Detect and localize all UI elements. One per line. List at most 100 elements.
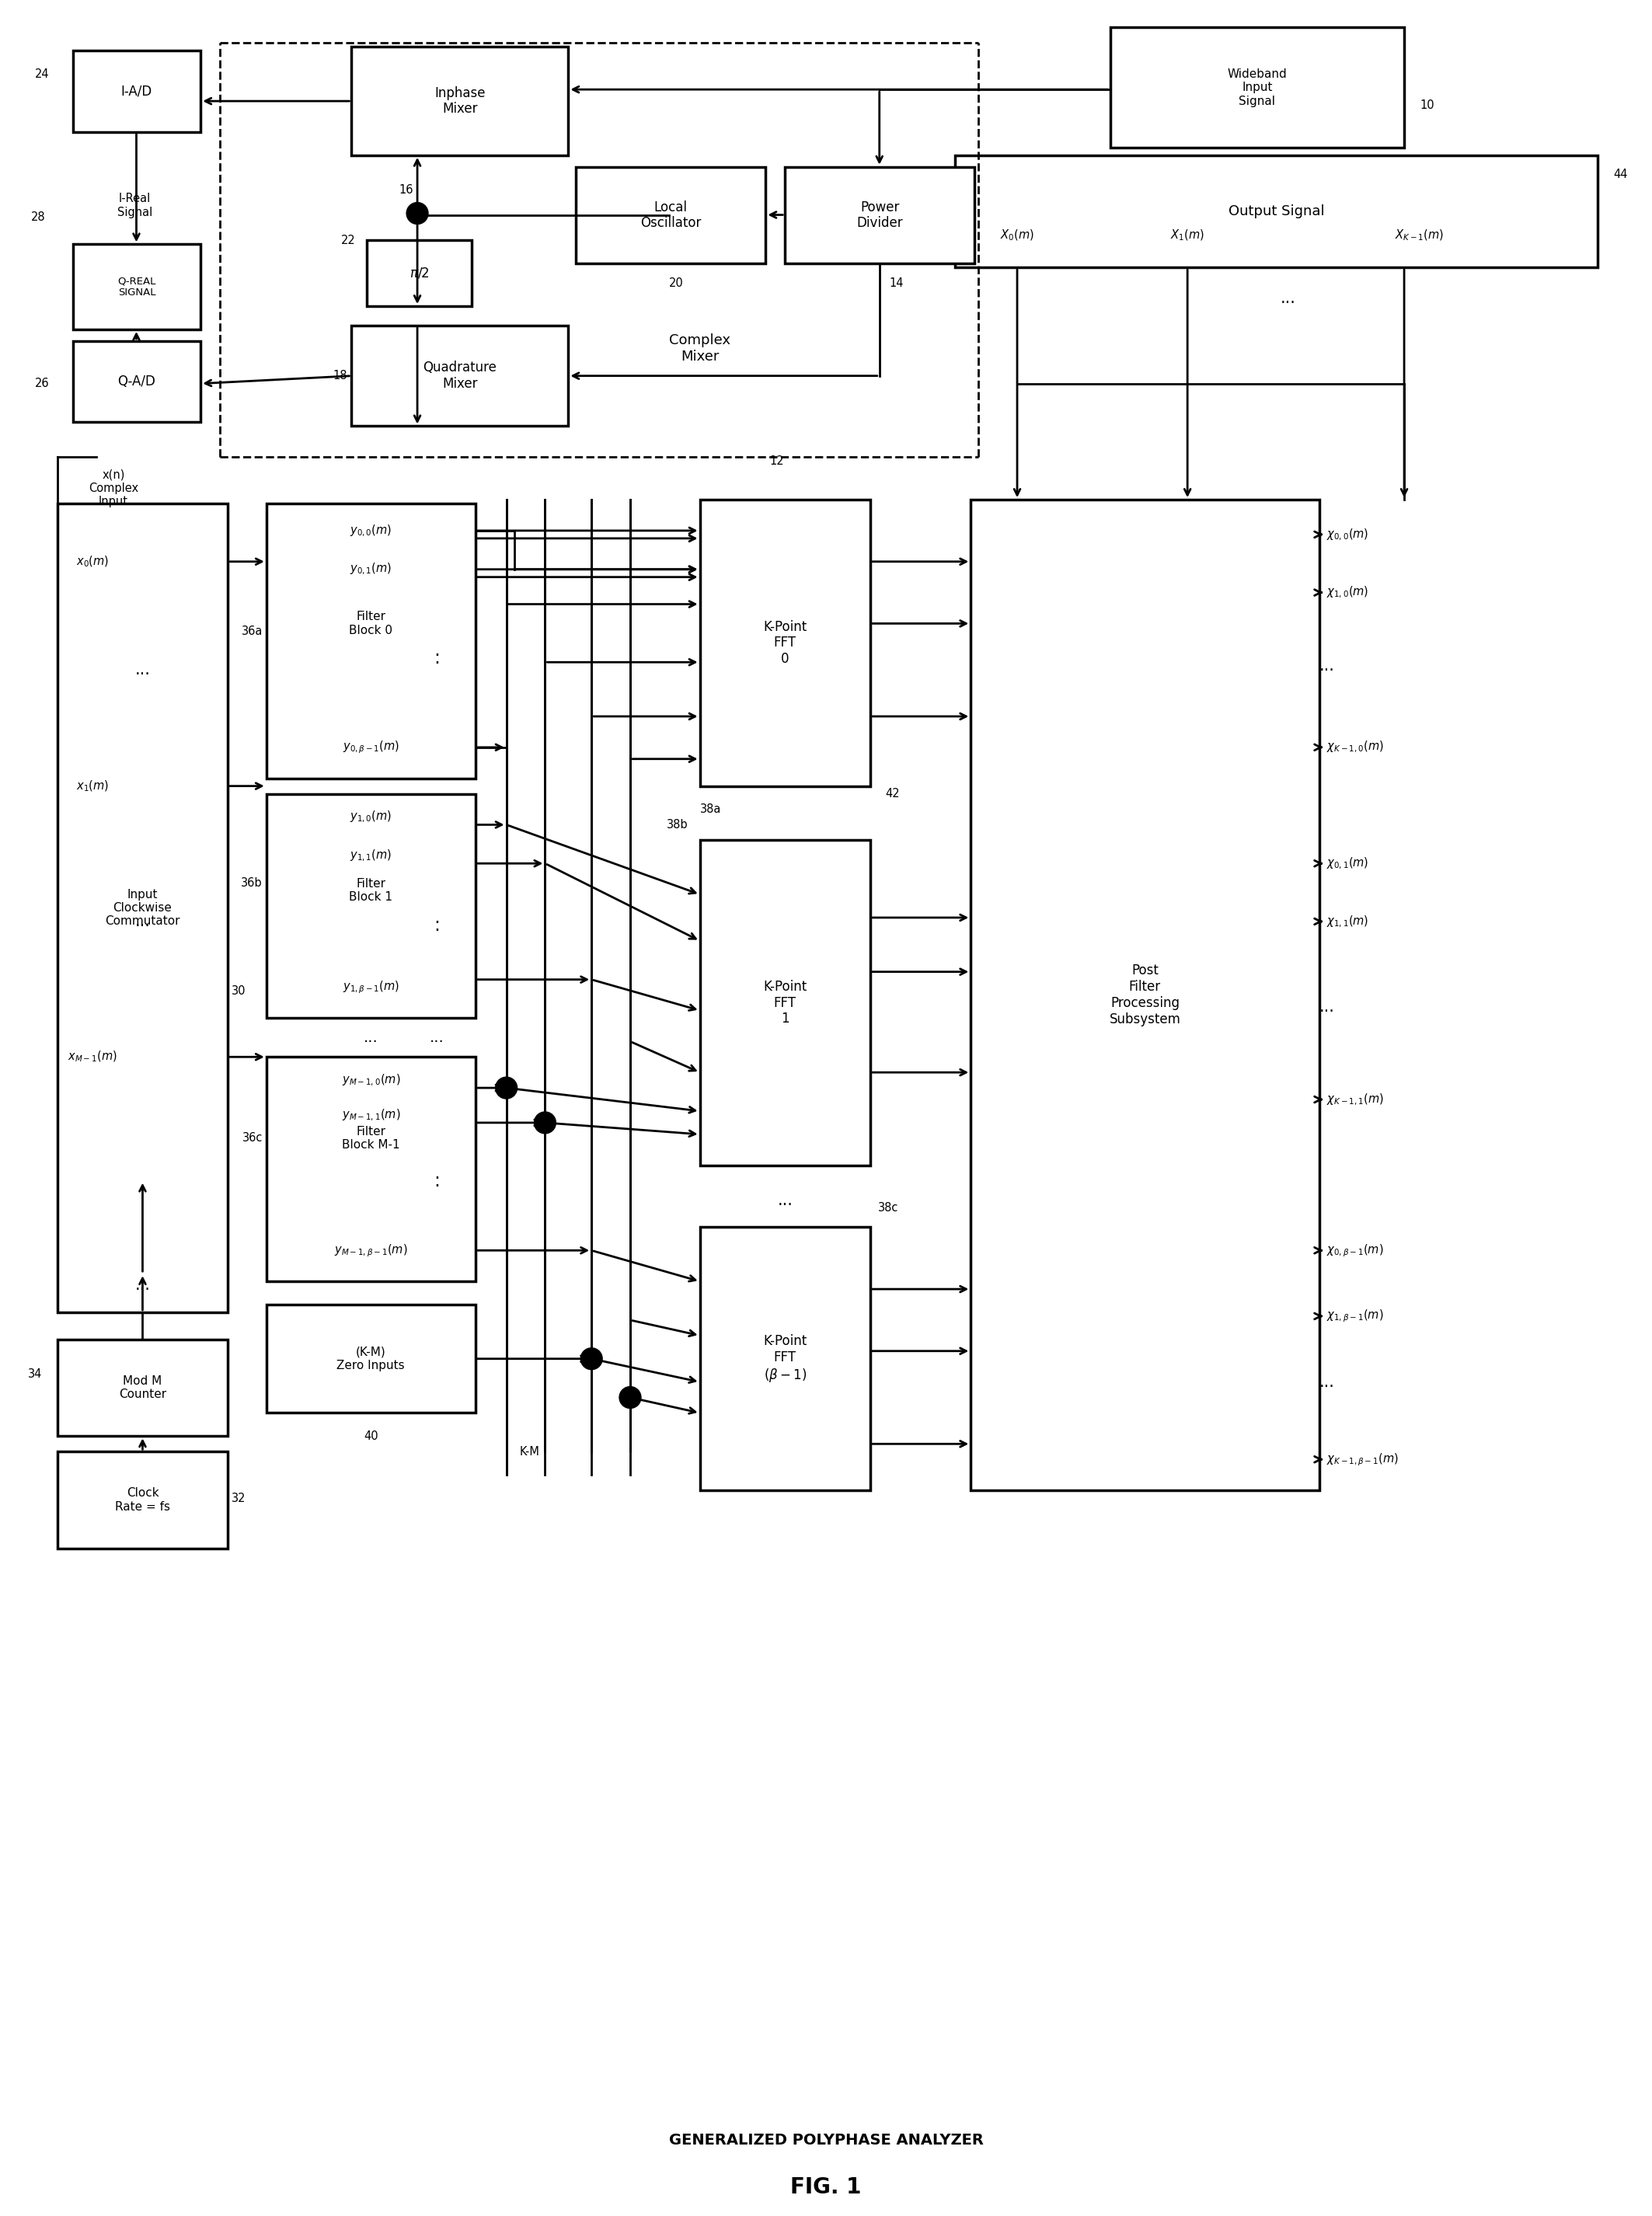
Text: ...: ...	[363, 1030, 378, 1046]
Text: ...: ...	[1318, 1374, 1335, 1389]
Text: 38b: 38b	[667, 820, 689, 831]
Text: ...: ...	[135, 1276, 150, 1292]
Text: $y_{0,\beta-1}(m)$: $y_{0,\beta-1}(m)$	[342, 740, 400, 756]
Text: 18: 18	[334, 370, 347, 381]
Text: ...: ...	[430, 1030, 444, 1046]
Bar	[73, 51, 200, 133]
Text: ...: ...	[135, 663, 150, 678]
Text: $y_{M-1,1}(m)$: $y_{M-1,1}(m)$	[342, 1108, 400, 1124]
Text: $y_{M-1,0}(m)$: $y_{M-1,0}(m)$	[342, 1073, 400, 1088]
Text: 12: 12	[770, 454, 785, 468]
Text: Wideband
Input
Signal: Wideband Input Signal	[1227, 69, 1287, 106]
Text: 28: 28	[31, 211, 46, 224]
Bar	[577, 166, 765, 264]
Text: $y_{0,1}(m)$: $y_{0,1}(m)$	[350, 563, 392, 576]
Text: K-Point
FFT
1: K-Point FFT 1	[763, 979, 806, 1026]
Text: $\chi_{1,1}(m)$: $\chi_{1,1}(m)$	[1327, 913, 1370, 929]
Text: $x_{M-1}(m)$: $x_{M-1}(m)$	[68, 1050, 117, 1064]
Text: 26: 26	[35, 377, 50, 390]
Text: Q-A/D: Q-A/D	[117, 375, 155, 388]
Bar	[971, 499, 1318, 1491]
Text: K-Point
FFT
0: K-Point FFT 0	[763, 620, 806, 667]
Text: $\chi_{0,\beta-1}(m)$: $\chi_{0,\beta-1}(m)$	[1327, 1243, 1384, 1259]
Text: Input
Clockwise
Commutator: Input Clockwise Commutator	[106, 889, 180, 926]
Text: $x_1(m)$: $x_1(m)$	[76, 778, 109, 793]
Text: $y_{M-1,\beta-1}(m)$: $y_{M-1,\beta-1}(m)$	[334, 1243, 408, 1259]
Bar	[73, 244, 200, 330]
Bar	[58, 1451, 228, 1549]
Text: $X_{K-1}(m)$: $X_{K-1}(m)$	[1394, 228, 1444, 242]
Bar	[367, 239, 471, 306]
Text: ...: ...	[1318, 999, 1335, 1015]
Bar	[266, 503, 476, 778]
Circle shape	[496, 1077, 517, 1099]
Circle shape	[534, 1112, 555, 1135]
Text: $y_{0,0}(m)$: $y_{0,0}(m)$	[350, 523, 392, 538]
Text: 38a: 38a	[700, 804, 722, 815]
Text: 42: 42	[885, 789, 900, 800]
Text: (K-M)
Zero Inputs: (K-M) Zero Inputs	[337, 1345, 405, 1372]
Bar	[266, 1305, 476, 1414]
Text: 38c: 38c	[877, 1201, 899, 1214]
Bar	[955, 155, 1597, 268]
Text: $x_0(m)$: $x_0(m)$	[76, 554, 109, 570]
Text: ...: ...	[776, 1192, 793, 1208]
Text: $\chi_{K-1,0}(m)$: $\chi_{K-1,0}(m)$	[1327, 740, 1384, 756]
Text: $\chi_{K-1,1}(m)$: $\chi_{K-1,1}(m)$	[1327, 1092, 1384, 1108]
Text: Filter
Block 0: Filter Block 0	[349, 612, 393, 636]
Text: 16: 16	[400, 184, 413, 195]
Bar	[73, 341, 200, 423]
Text: Inphase
Mixer: Inphase Mixer	[434, 86, 486, 115]
Text: :: :	[433, 1172, 439, 1190]
Text: ...: ...	[1318, 658, 1335, 674]
Circle shape	[620, 1387, 641, 1409]
Bar	[700, 840, 871, 1166]
Bar	[58, 503, 228, 1312]
Text: Q-REAL
SIGNAL: Q-REAL SIGNAL	[117, 277, 155, 297]
Text: :: :	[433, 649, 439, 667]
Text: Post
Filter
Processing
Subsystem: Post Filter Processing Subsystem	[1108, 964, 1181, 1026]
Text: $y_{1,1}(m)$: $y_{1,1}(m)$	[350, 849, 392, 864]
Text: $\chi_{1,\beta-1}(m)$: $\chi_{1,\beta-1}(m)$	[1327, 1307, 1384, 1325]
Text: I-Real
Signal: I-Real Signal	[117, 193, 152, 217]
Text: Complex
Mixer: Complex Mixer	[669, 335, 730, 363]
Text: 44: 44	[1612, 168, 1627, 179]
Bar	[1110, 27, 1404, 148]
Text: Filter
Block M-1: Filter Block M-1	[342, 1126, 400, 1150]
Text: 30: 30	[231, 986, 246, 997]
Text: Filter
Block 1: Filter Block 1	[349, 878, 393, 904]
Text: $y_{1,0}(m)$: $y_{1,0}(m)$	[350, 809, 392, 824]
Bar	[266, 1057, 476, 1281]
Text: ...: ...	[1280, 290, 1295, 306]
Text: Output Signal: Output Signal	[1229, 204, 1325, 219]
Text: $\pi/2$: $\pi/2$	[410, 266, 430, 279]
Text: 22: 22	[340, 235, 355, 246]
Bar	[700, 1228, 871, 1491]
Text: 36b: 36b	[241, 878, 263, 889]
Text: 24: 24	[35, 69, 50, 80]
Text: Local
Oscillator: Local Oscillator	[641, 199, 700, 230]
Text: Power
Divider: Power Divider	[857, 199, 904, 230]
Text: Clock
Rate = fs: Clock Rate = fs	[116, 1487, 170, 1514]
Circle shape	[580, 1347, 603, 1369]
Text: $\chi_{0,0}(m)$: $\chi_{0,0}(m)$	[1327, 527, 1370, 543]
Text: 32: 32	[231, 1491, 246, 1505]
Text: $\chi_{1,0}(m)$: $\chi_{1,0}(m)$	[1327, 585, 1370, 601]
Text: 36a: 36a	[241, 625, 263, 636]
Bar	[785, 166, 975, 264]
Text: 34: 34	[28, 1369, 41, 1381]
Text: $\chi_{0,1}(m)$: $\chi_{0,1}(m)$	[1327, 855, 1370, 871]
Bar	[266, 793, 476, 1017]
Text: 36c: 36c	[243, 1132, 263, 1143]
Text: GENERALIZED POLYPHASE ANALYZER: GENERALIZED POLYPHASE ANALYZER	[669, 2134, 983, 2147]
Text: K-M: K-M	[519, 1445, 540, 1458]
Text: $y_{1,\beta-1}(m)$: $y_{1,\beta-1}(m)$	[342, 979, 400, 995]
Text: 14: 14	[889, 277, 904, 288]
Text: Mod M
Counter: Mod M Counter	[119, 1376, 167, 1401]
Text: $\chi_{K-1,\beta-1}(m)$: $\chi_{K-1,\beta-1}(m)$	[1327, 1451, 1399, 1467]
Bar	[352, 47, 568, 155]
Text: K-Point
FFT
$(\beta-1)$: K-Point FFT $(\beta-1)$	[763, 1334, 806, 1383]
Bar	[700, 499, 871, 787]
Bar	[58, 1338, 228, 1436]
Text: ...: ...	[135, 913, 150, 929]
